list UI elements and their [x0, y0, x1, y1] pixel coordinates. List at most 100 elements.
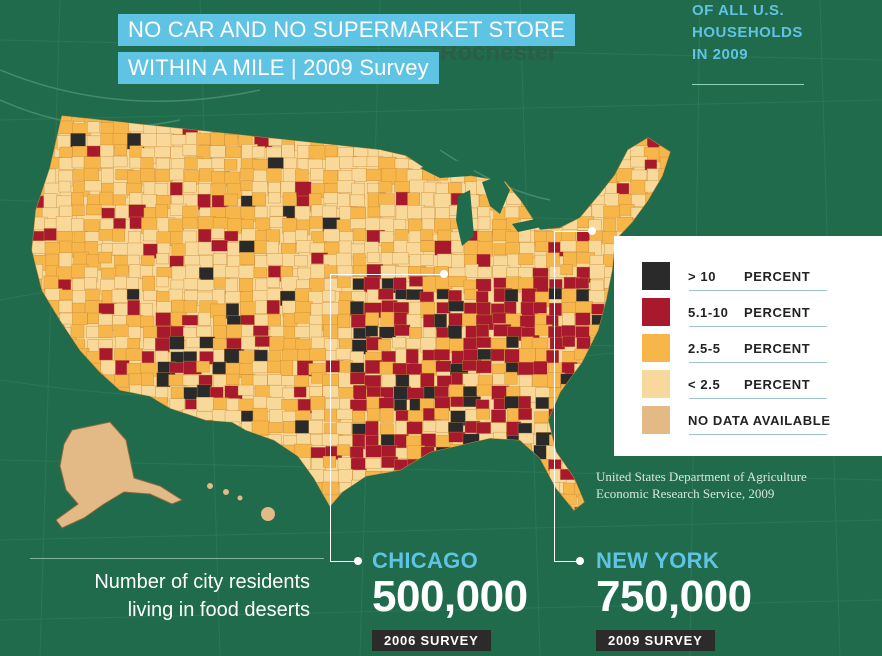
county-cell: [210, 494, 227, 505]
county-cell: [491, 409, 507, 423]
county-cell: [617, 134, 633, 149]
county-cell: [463, 506, 480, 510]
legend-divider: [689, 326, 827, 327]
county-cell: [463, 147, 480, 164]
county-cell: [477, 206, 491, 218]
legend-unit: PERCENT: [744, 376, 811, 392]
county-cell: [268, 422, 283, 433]
county-cell: [337, 327, 352, 340]
county-cell: [520, 147, 539, 159]
county-cell: [114, 374, 129, 390]
county-cell: [32, 433, 48, 450]
county-cell: [32, 339, 45, 351]
county-cell: [323, 228, 340, 242]
county-cell: [32, 410, 46, 426]
county-cell: [156, 408, 169, 424]
county-cell: [185, 337, 200, 349]
county-cell: [156, 132, 174, 148]
county-cell: [32, 230, 46, 242]
county-cell: [505, 192, 523, 205]
county-cell: [42, 312, 56, 327]
county-cell: [128, 373, 143, 386]
county-cell: [365, 168, 382, 181]
county-cell: [588, 144, 606, 156]
county-cell: [32, 482, 44, 496]
county-cell: [420, 469, 439, 484]
legend-unit: PERCENT: [744, 340, 811, 356]
county-cell: [644, 455, 658, 467]
county-cell: [464, 263, 479, 278]
county-cell: [239, 278, 253, 293]
county-cell: [518, 408, 533, 421]
county-cell: [406, 506, 420, 510]
county-cell: [450, 120, 468, 134]
county-cell: [549, 193, 563, 211]
hawaii: [207, 483, 275, 521]
county-cell: [379, 361, 395, 376]
county-cell: [32, 195, 45, 210]
county-cell: [434, 408, 450, 420]
county-cell: [423, 458, 438, 473]
county-cell: [295, 121, 312, 138]
county-cell: [32, 302, 49, 317]
county-cell: [378, 135, 396, 151]
county-cell: [281, 467, 300, 482]
alaska: [55, 421, 184, 529]
county-cell: [324, 507, 343, 510]
residents-line2: living in food deserts: [127, 599, 310, 621]
county-cell: [450, 240, 464, 254]
county-cell: [477, 469, 495, 482]
county-cell: [45, 385, 64, 400]
county-cell: [224, 116, 242, 125]
county-cell: [199, 469, 213, 485]
county-cell: [196, 445, 212, 459]
county-cell: [364, 325, 379, 337]
county-cell: [505, 147, 523, 160]
legend-swatch: [642, 370, 670, 398]
county-cell: [337, 313, 351, 329]
county-cell: [199, 168, 214, 182]
county-cell: [213, 325, 227, 340]
county-cell: [223, 193, 239, 206]
county-cell: [267, 157, 284, 169]
county-cell: [32, 158, 46, 171]
county-cell: [350, 132, 368, 145]
county-cell: [183, 433, 199, 449]
county-cell: [252, 121, 269, 134]
county-cell: [533, 361, 548, 376]
county-cell: [422, 420, 439, 432]
county-cell: [381, 373, 396, 390]
county-cell: [590, 505, 605, 510]
county-cell: [367, 408, 381, 422]
legend-swatch: [642, 334, 670, 362]
county-cell: [141, 469, 160, 482]
county-cell: [503, 159, 520, 173]
county-cell: [44, 336, 58, 349]
county-cell: [338, 240, 352, 254]
county-cell: [575, 374, 591, 391]
county-cell: [548, 116, 565, 124]
county-cell: [493, 243, 508, 256]
county-cell: [588, 290, 607, 303]
county-cell: [379, 326, 396, 339]
county-cell: [156, 276, 169, 288]
county-cell: [322, 455, 336, 468]
county-cell: [169, 182, 183, 196]
county-cell: [182, 205, 199, 219]
county-cell: [84, 116, 103, 123]
county-cell: [365, 470, 382, 484]
county-cell: [101, 207, 115, 219]
county-cell: [58, 300, 73, 313]
county-cell: [506, 435, 520, 452]
county-cell: [475, 324, 490, 338]
county-cell: [170, 134, 187, 146]
county-cell: [561, 143, 578, 160]
county-cell: [618, 116, 637, 124]
county-cell: [674, 171, 691, 183]
county-cell: [143, 228, 159, 242]
county-cell: [281, 144, 295, 160]
county-cell: [266, 168, 282, 185]
county-cell: [336, 444, 350, 456]
county-cell: [363, 120, 377, 134]
county-cell: [560, 422, 578, 436]
